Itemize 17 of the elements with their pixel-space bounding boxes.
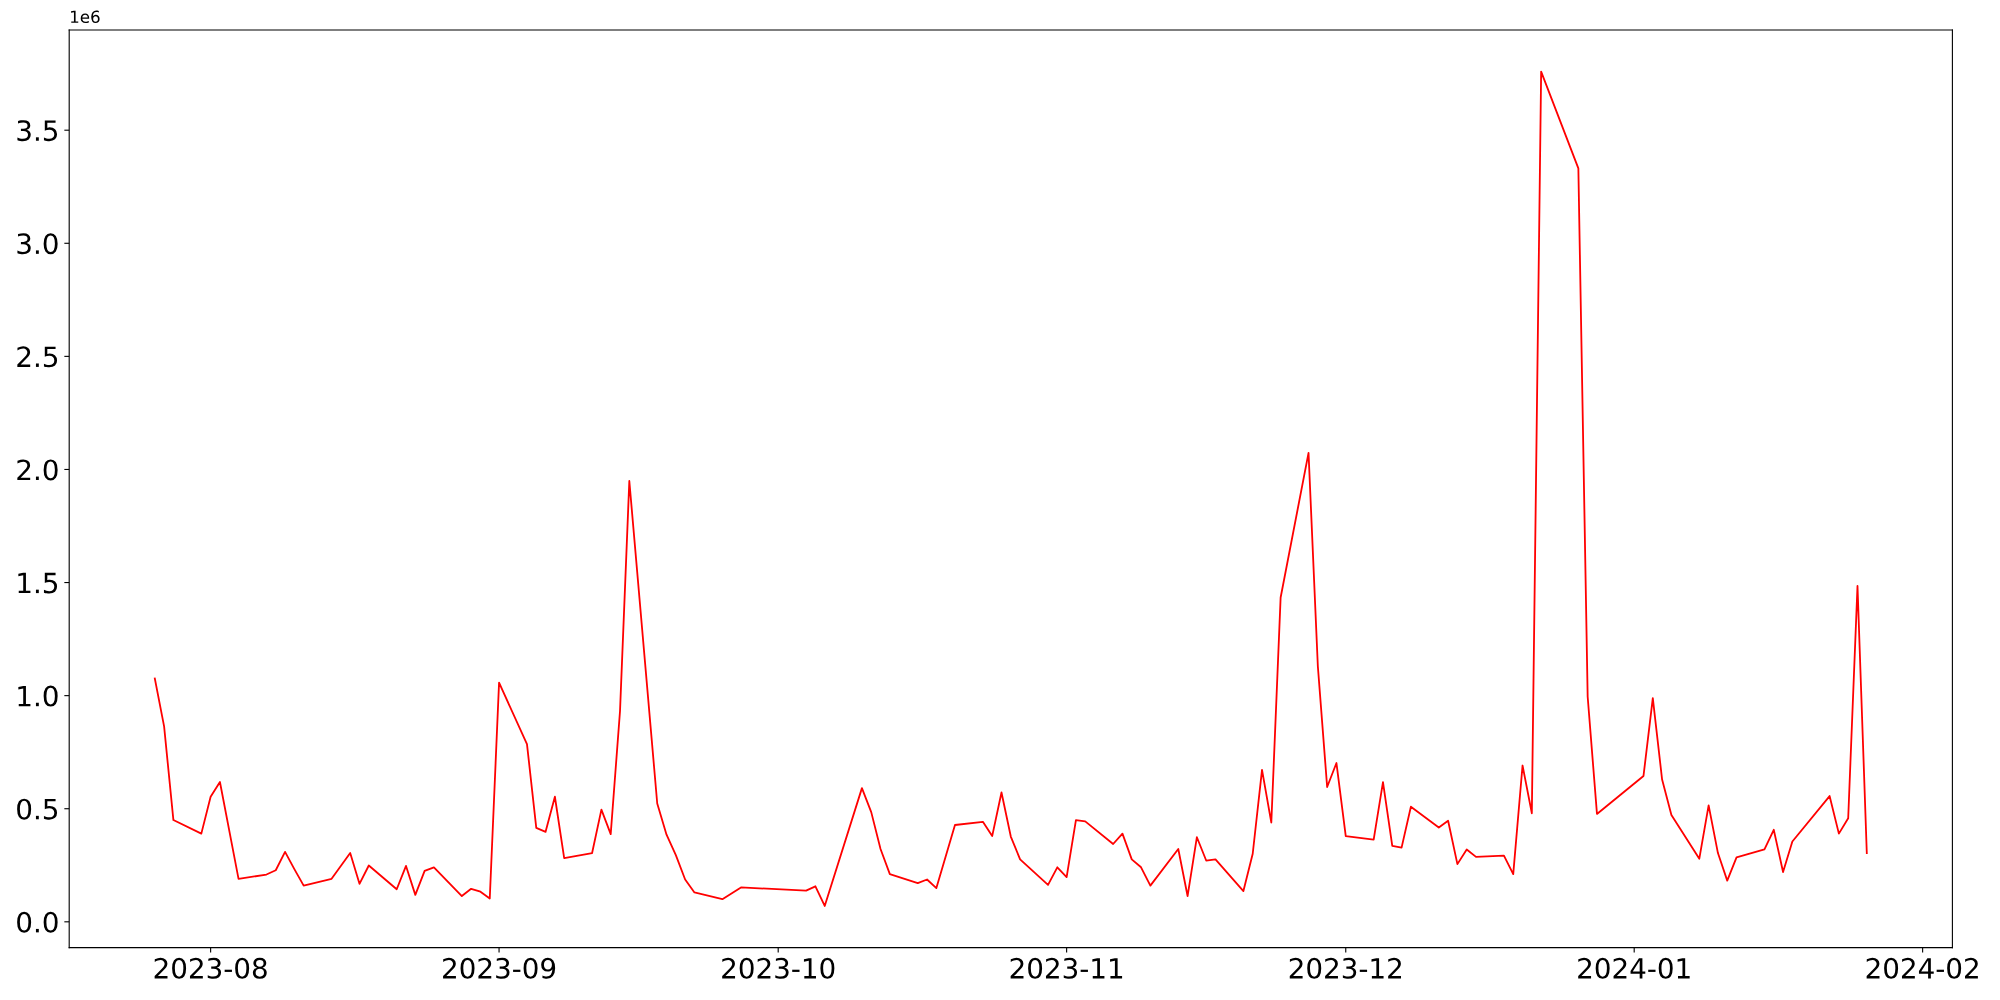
y-tick-label: 1.0 bbox=[18, 685, 58, 707]
y-tick-label: 2.5 bbox=[17, 346, 58, 368]
y-tick-label: 0.0 bbox=[17, 911, 58, 933]
y-tick-label: 1.5 bbox=[18, 572, 58, 594]
x-tick-label: 2024-02 bbox=[1866, 957, 1978, 979]
y-tick-label: 3.0 bbox=[17, 233, 58, 255]
x-tick-label: 2023-10 bbox=[722, 957, 835, 979]
x-tick-label: 2023-11 bbox=[1010, 957, 1123, 979]
y-tick-label: 0.5 bbox=[17, 798, 58, 820]
y-tick-label: 2.0 bbox=[17, 459, 58, 481]
y-tick-label: 3.5 bbox=[17, 120, 58, 142]
text: 1e6 bbox=[71, 10, 100, 24]
x-tick-label: 2024-01 bbox=[1578, 957, 1690, 979]
x-tick-label: 2023-12 bbox=[1289, 957, 1402, 979]
x-tick-label: 2023-09 bbox=[443, 957, 556, 979]
line-series bbox=[153, 70, 1868, 907]
x-tick-label: 2023-08 bbox=[154, 957, 267, 979]
